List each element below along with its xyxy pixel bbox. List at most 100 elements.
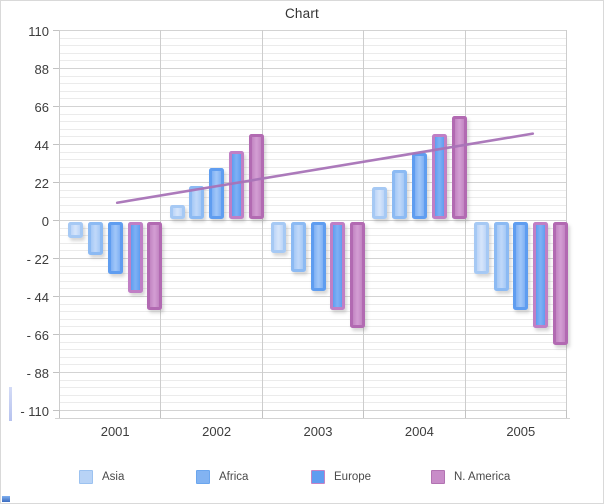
bar: [372, 187, 388, 219]
x-axis-label: 2005: [506, 424, 536, 439]
bar: [209, 168, 225, 219]
x-axis-line: [55, 418, 570, 419]
vertical-gridline: [160, 30, 162, 410]
y-tick-label: - 110: [20, 404, 49, 419]
minor-gridline: [59, 387, 566, 389]
minor-gridline: [59, 159, 566, 161]
legend-label: Asia: [102, 471, 125, 483]
bar: [392, 169, 408, 219]
bar: [169, 204, 185, 219]
x-axis-label: 2003: [303, 424, 333, 439]
bar: [473, 221, 489, 274]
bar: [270, 221, 286, 254]
major-gridline: [59, 106, 566, 107]
chart-title: Chart: [284, 6, 319, 21]
legend-item: Europe: [311, 469, 371, 485]
minor-gridline: [59, 326, 566, 328]
minor-gridline: [59, 394, 566, 396]
minor-gridline: [59, 166, 566, 168]
x-axis-label: 2001: [100, 424, 130, 439]
legend-label: N. America: [454, 471, 511, 483]
minor-gridline: [59, 98, 566, 100]
x-axis-tick: [566, 410, 567, 418]
minor-gridline: [59, 379, 566, 381]
minor-gridline: [59, 60, 566, 62]
bar: [431, 133, 447, 219]
major-gridline: [59, 30, 566, 31]
minor-gridline: [59, 364, 566, 366]
major-gridline: [59, 182, 566, 183]
minor-gridline: [59, 151, 566, 153]
minor-gridline: [59, 83, 566, 85]
y-axis-tick: [53, 220, 59, 221]
y-tick-label: 110: [28, 24, 49, 39]
vertical-gridline: [59, 30, 60, 410]
bar: [411, 152, 427, 219]
x-axis-label: 2004: [404, 424, 434, 439]
y-tick-label: - 44: [26, 290, 49, 305]
bar: [513, 221, 529, 311]
left-edge-strip: [9, 387, 12, 421]
bar: [107, 221, 123, 274]
minor-gridline: [59, 303, 566, 305]
bar: [228, 150, 244, 219]
legend-label: Africa: [219, 471, 249, 483]
minor-gridline: [59, 341, 566, 343]
y-tick-label: 88: [34, 62, 49, 77]
major-gridline: [59, 334, 566, 335]
legend-item: Asia: [79, 469, 124, 485]
bar: [147, 221, 163, 311]
bar: [350, 221, 366, 328]
y-tick-label: 0: [41, 214, 49, 229]
x-axis-tick: [464, 410, 466, 418]
y-tick-label: - 88: [26, 366, 49, 381]
minor-gridline: [59, 90, 566, 92]
minor-gridline: [59, 349, 566, 351]
minor-gridline: [59, 311, 566, 313]
bar: [552, 221, 568, 345]
bar: [127, 221, 143, 293]
minor-gridline: [59, 113, 566, 115]
vertical-gridline: [261, 30, 263, 410]
bottom-left-blue-square: [2, 496, 10, 502]
minor-gridline: [59, 402, 566, 404]
x-axis-tick: [160, 410, 162, 418]
legend-swatch: [311, 470, 325, 484]
bar: [451, 116, 467, 219]
minor-gridline: [59, 128, 566, 130]
major-gridline: [59, 68, 566, 69]
x-axis-label: 2002: [202, 424, 232, 439]
y-tick-label: - 66: [26, 328, 49, 343]
y-axis-tick: [53, 258, 59, 259]
bar: [310, 221, 326, 292]
minor-gridline: [59, 189, 566, 191]
bar: [189, 185, 205, 219]
legend-swatch: [196, 470, 210, 484]
bar: [290, 221, 306, 273]
bar: [68, 221, 84, 238]
legend-swatch: [79, 470, 93, 484]
y-axis-tick: [53, 182, 59, 183]
major-gridline: [59, 220, 566, 221]
x-axis-tick: [59, 410, 60, 418]
y-tick-label: - 22: [26, 252, 49, 267]
major-gridline: [59, 372, 566, 373]
y-axis-tick: [53, 106, 59, 107]
vertical-gridline: [464, 30, 466, 410]
minor-gridline: [59, 204, 566, 206]
x-axis-tick: [363, 410, 365, 418]
y-tick-label: 22: [34, 176, 49, 191]
y-tick-label: 44: [34, 138, 49, 153]
bar: [330, 221, 346, 311]
bar: [533, 221, 549, 328]
major-gridline: [59, 144, 566, 145]
minor-gridline: [59, 356, 566, 358]
trend-line: [115, 132, 535, 205]
major-gridline: [59, 296, 566, 297]
y-axis-tick: [53, 144, 59, 145]
y-axis-tick: [53, 68, 59, 69]
minor-gridline: [59, 52, 566, 54]
x-axis-tick: [261, 410, 263, 418]
major-gridline: [59, 410, 566, 411]
